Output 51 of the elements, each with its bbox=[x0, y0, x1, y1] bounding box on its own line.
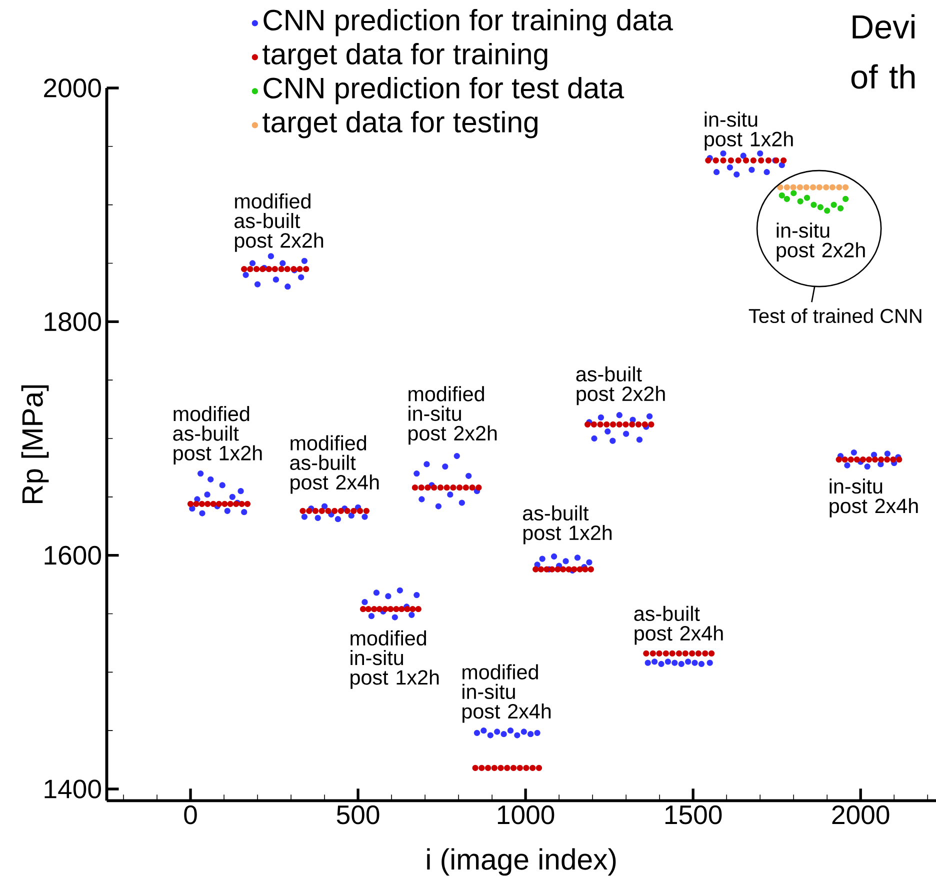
annotation: modified as-built post 1x2h bbox=[173, 406, 262, 465]
chart-title: Devi of th bbox=[851, 14, 915, 89]
point bbox=[784, 184, 790, 190]
annotation: in-situ post 2x2h bbox=[776, 222, 865, 262]
annotation: Test of trained CNN bbox=[748, 308, 922, 324]
point bbox=[777, 184, 784, 190]
annotation: modified as-built post 2x4h bbox=[290, 435, 379, 494]
x-tick-label: 2000 bbox=[832, 805, 890, 824]
point bbox=[790, 184, 796, 190]
point bbox=[797, 198, 804, 204]
x-axis-title: i (image index) bbox=[427, 848, 616, 876]
y-axis-title: Rp [MPa] bbox=[21, 385, 49, 504]
point bbox=[837, 205, 844, 212]
point bbox=[804, 194, 810, 201]
annotation: as-built post 2x4h bbox=[634, 606, 723, 645]
y-tick-label: 2000 bbox=[44, 78, 101, 98]
point bbox=[784, 196, 790, 202]
point bbox=[803, 184, 810, 190]
point bbox=[842, 196, 849, 202]
legend-label: target data for training bbox=[262, 42, 548, 70]
point bbox=[829, 184, 836, 190]
annotation: as-built post 1x2h bbox=[523, 505, 612, 544]
legend-label: CNN prediction for training data bbox=[264, 8, 673, 36]
annotation: modified in-situ post 2x4h bbox=[462, 664, 551, 723]
point bbox=[810, 202, 817, 208]
point bbox=[830, 202, 837, 208]
y-tick-label: 1600 bbox=[44, 546, 101, 565]
point bbox=[823, 184, 830, 190]
point bbox=[842, 184, 849, 190]
legend-label: target data for testing bbox=[262, 110, 538, 138]
point bbox=[817, 204, 824, 210]
x-tick-label: 1000 bbox=[498, 805, 554, 824]
legend-label: CNN prediction for test data bbox=[264, 76, 624, 104]
annotation: as-built post 2x2h bbox=[576, 366, 665, 406]
x-tick-label: 500 bbox=[336, 805, 380, 824]
point bbox=[810, 184, 816, 190]
point bbox=[836, 184, 842, 190]
x-tick-label: 0 bbox=[184, 805, 197, 824]
point bbox=[796, 184, 804, 190]
point bbox=[824, 208, 830, 214]
annotation: modified in-situ post 2x2h bbox=[408, 386, 497, 445]
annotation: in-situ post 1x2h bbox=[704, 112, 793, 150]
point bbox=[778, 192, 785, 199]
x-tick-label: 1500 bbox=[665, 805, 722, 824]
annotation: in-situ post 2x4h bbox=[830, 478, 918, 518]
annotation: modified as-built post 2x2h bbox=[234, 193, 324, 252]
point bbox=[790, 190, 797, 196]
annotation: modified in-situ post 1x2h bbox=[350, 630, 439, 689]
point bbox=[816, 184, 822, 190]
y-tick-label: 1800 bbox=[44, 312, 101, 332]
y-tick-label: 1400 bbox=[44, 780, 101, 798]
